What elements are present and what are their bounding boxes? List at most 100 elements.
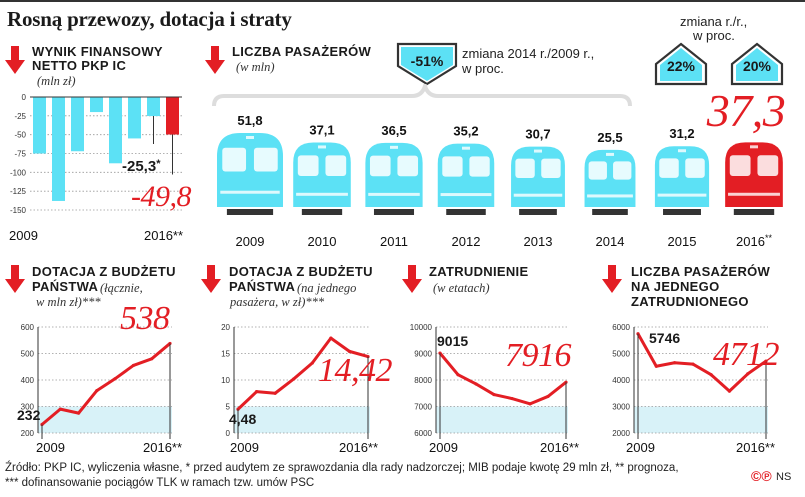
top-rule (0, 0, 805, 2)
change-2014-badge: -51% (410, 53, 444, 69)
data-line (41, 342, 171, 426)
train-wheels (733, 209, 775, 215)
train-bumper (220, 190, 280, 194)
down-arrow-icon (5, 265, 25, 293)
change-2014-text-2: w proc. (462, 61, 504, 76)
train-light (606, 152, 614, 156)
y-tick-label: -75 (14, 150, 26, 159)
finance-header-line1: Wynik finansowy (32, 44, 163, 59)
finance-callout-value: -25,3 (122, 158, 157, 175)
train-year-label: 2010 (308, 234, 337, 249)
employment-big-value: 7916 (505, 337, 572, 374)
data-point (168, 341, 172, 346)
author-credit: NS (776, 471, 792, 483)
train-window (325, 155, 347, 177)
train-light (462, 146, 470, 150)
data-point (510, 396, 514, 401)
change-yoy-text-2: w proc. (693, 28, 735, 43)
subsidy-pp-header-2: państwa (229, 279, 296, 294)
y-tick-label: 6000 (612, 323, 630, 332)
y-tick-label: 10000 (410, 323, 433, 332)
bar (90, 97, 103, 113)
y-tick-label: 4000 (612, 376, 630, 385)
baseline-band (234, 406, 370, 433)
train-window (729, 155, 751, 176)
bar (147, 97, 160, 117)
bar (128, 97, 141, 139)
train-wheels (519, 209, 557, 215)
passengers-header: Liczba pasażerów (232, 44, 372, 59)
subsidy-pp-note-1: (na jednego (297, 281, 357, 295)
y-tick-label: 2000 (612, 429, 630, 438)
subsidy-total-note-1: (łącznie, (100, 281, 143, 295)
train-window (757, 155, 779, 176)
data-line (236, 336, 369, 411)
down-arrow-icon (602, 265, 622, 293)
subsidy-pp-line-chart: 0 5 10 15 20 (221, 323, 370, 439)
y-tick-label: 6000 (414, 429, 432, 438)
data-point (236, 407, 240, 411)
train-window (369, 155, 391, 177)
data-point (329, 336, 333, 340)
bar (71, 97, 84, 152)
bar (109, 97, 122, 164)
train-light (750, 145, 758, 149)
train-light (534, 149, 542, 153)
y-tick-label: 3000 (612, 403, 630, 412)
y-tick-label: -25 (14, 112, 26, 121)
change-yoy-2: 20% (742, 58, 772, 74)
train-icon (511, 146, 565, 207)
train-icon (217, 133, 283, 207)
train-year-label: 2013 (524, 234, 553, 249)
train-value-label: 36,5 (381, 123, 406, 138)
train-bumper (440, 193, 492, 197)
train-bumper (513, 193, 563, 197)
train-year-label: 2011 (380, 234, 408, 249)
train-value-label: 25,5 (597, 130, 622, 145)
employment-line-chart: 6000 7000 8000 9000 10000 (410, 323, 568, 439)
subsidy-total-end-label: 2016** (143, 440, 183, 455)
train-window (442, 156, 463, 177)
train-light (318, 145, 326, 149)
train-wheels (301, 209, 343, 215)
subsidy-pp-start-label: 2009 (230, 440, 259, 455)
finance-end-label: 2016** (144, 228, 184, 243)
train-wheels (226, 209, 274, 215)
subsidy-pp-note-2: pasażera, w zł)*** (230, 295, 325, 309)
train-year-label: 2009 (236, 234, 265, 249)
down-arrow-icon (205, 46, 225, 74)
data-point (58, 407, 62, 411)
finance-unit: (mln zł) (37, 74, 76, 88)
data-point (95, 389, 99, 393)
y-tick-label: 10 (221, 376, 230, 385)
train-value-label: 37,1 (309, 122, 334, 137)
data-point (131, 363, 136, 368)
data-line (438, 352, 567, 406)
passenger-trains-chart: 51,8 2009 37,1 2010 36,5 2011 35,2 2012 30,7 2013… (217, 113, 783, 249)
subsidy-total-note-2: w mln zł)*** (36, 295, 101, 309)
train-bumper (296, 192, 348, 196)
y-tick-label: 15 (221, 350, 230, 359)
train-light (678, 149, 686, 153)
train-value-label: 31,2 (669, 126, 694, 141)
train-year-label: 2012 (452, 234, 481, 249)
y-tick-label: 200 (21, 429, 35, 438)
y-tick-label: 9000 (414, 350, 432, 359)
y-tick-label: -50 (14, 131, 26, 140)
train-window (469, 156, 490, 177)
bar (52, 97, 65, 201)
y-tick-label: -150 (10, 206, 27, 215)
data-point (709, 373, 713, 377)
subsidy-pp-big-value: 14,42 (318, 352, 393, 389)
data-point (310, 361, 314, 365)
train-icon (584, 149, 636, 207)
change-yoy-1: 22% (666, 58, 696, 74)
train-window (659, 158, 679, 178)
subsidy-total-header-2: państwa (32, 279, 99, 294)
down-arrow-icon (402, 265, 422, 293)
passengers-unit: (w mln) (236, 60, 275, 74)
subsidy-pp-start-value: 4,48 (229, 411, 257, 427)
train-icon (365, 142, 423, 207)
train-icon (293, 142, 351, 207)
subsidy-total-big-value: 538 (120, 300, 170, 337)
